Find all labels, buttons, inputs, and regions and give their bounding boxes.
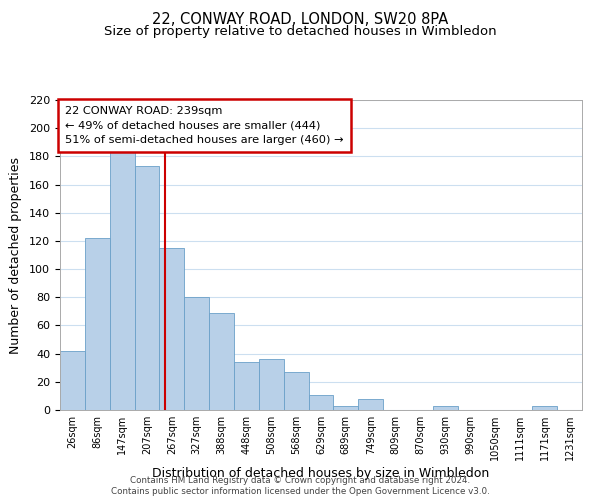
Text: Contains public sector information licensed under the Open Government Licence v3: Contains public sector information licen… [110,488,490,496]
Bar [433,406,458,410]
Bar [160,248,184,410]
Text: Contains HM Land Registry data © Crown copyright and database right 2024.: Contains HM Land Registry data © Crown c… [130,476,470,485]
Text: 22, CONWAY ROAD, LONDON, SW20 8PA: 22, CONWAY ROAD, LONDON, SW20 8PA [152,12,448,28]
Bar [134,166,160,410]
Bar [184,298,209,410]
Bar [532,406,557,410]
Y-axis label: Number of detached properties: Number of detached properties [9,156,22,354]
Bar [110,150,134,410]
Bar [234,362,259,410]
Bar [85,238,110,410]
Bar [60,351,85,410]
X-axis label: Distribution of detached houses by size in Wimbledon: Distribution of detached houses by size … [152,467,490,480]
Bar [358,398,383,410]
Bar [334,406,358,410]
Bar [308,394,334,410]
Text: 22 CONWAY ROAD: 239sqm
← 49% of detached houses are smaller (444)
51% of semi-de: 22 CONWAY ROAD: 239sqm ← 49% of detached… [65,106,344,145]
Text: Size of property relative to detached houses in Wimbledon: Size of property relative to detached ho… [104,25,496,38]
Bar [259,360,284,410]
Bar [209,313,234,410]
Bar [284,372,308,410]
